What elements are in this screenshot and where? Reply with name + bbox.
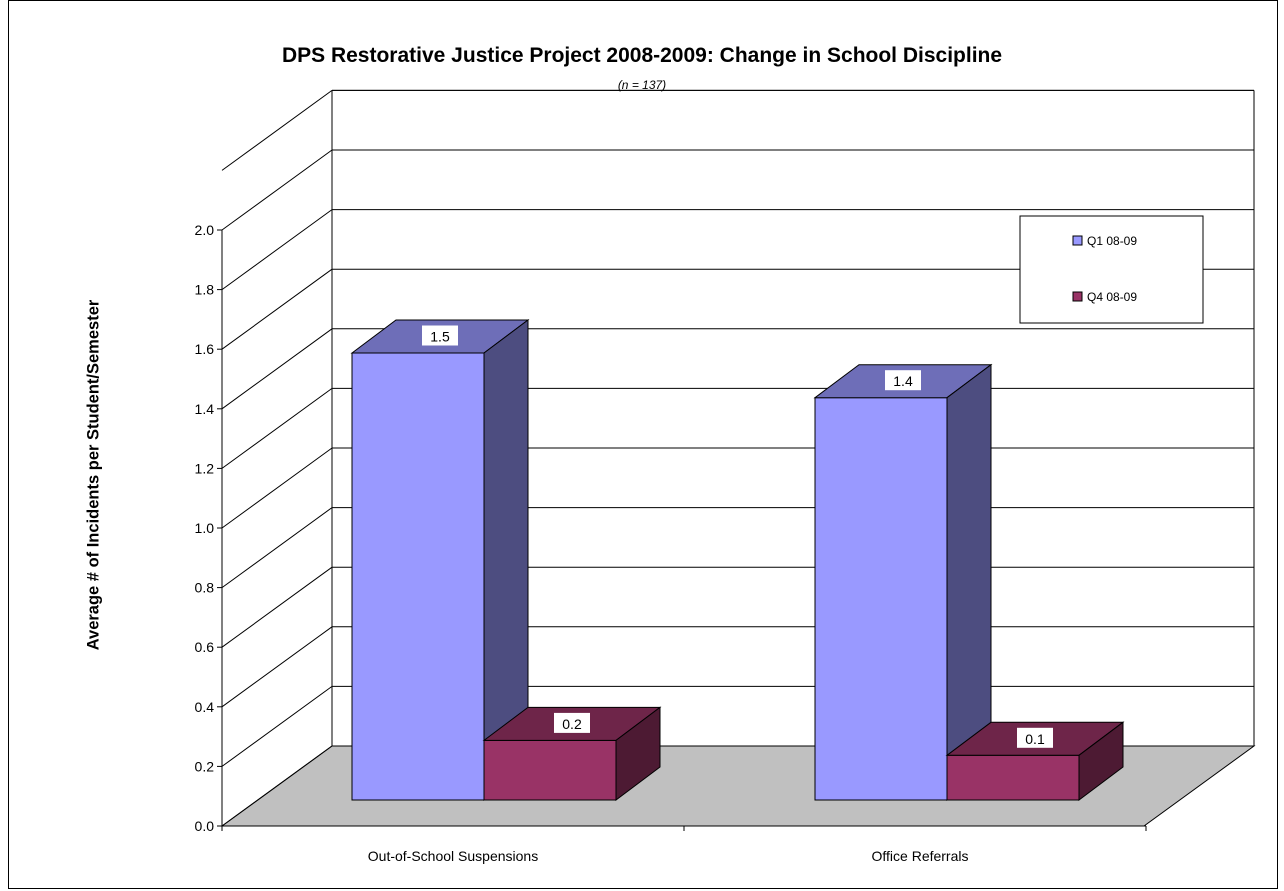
y-tick-label: 1.0 bbox=[195, 520, 215, 536]
legend-swatch bbox=[1072, 291, 1083, 302]
side-gridline bbox=[221, 745, 333, 827]
y-tick-label: 0.8 bbox=[195, 580, 215, 596]
legend-box bbox=[1019, 215, 1204, 324]
y-tick-label: 1.8 bbox=[195, 282, 215, 298]
data-label-box bbox=[422, 325, 458, 346]
side-gridline bbox=[221, 447, 333, 529]
side-gridline bbox=[221, 507, 333, 589]
bar-side bbox=[1078, 721, 1124, 801]
bar-front bbox=[814, 397, 948, 801]
bar-front bbox=[351, 352, 485, 801]
legend: Q1 08-09 Q4 08-09 bbox=[1019, 215, 1204, 324]
side-gridline bbox=[221, 328, 333, 410]
chart-title: DPS Restorative Justice Project 2008-200… bbox=[281, 44, 1003, 67]
y-tick-label: 1.4 bbox=[195, 401, 215, 417]
bar-front bbox=[946, 754, 1080, 801]
data-label: 0.2 bbox=[562, 716, 582, 732]
y-tick-label: 0.6 bbox=[195, 639, 215, 655]
side-gridline bbox=[221, 209, 333, 291]
y-tick-label: 0.4 bbox=[195, 699, 215, 715]
chart-subtitle: (n = 137) bbox=[617, 78, 667, 92]
side-gridline bbox=[221, 566, 333, 648]
bar-side bbox=[615, 706, 661, 801]
side-gridline bbox=[221, 685, 333, 767]
data-label: 1.4 bbox=[893, 373, 913, 389]
y-tick-label: 0.2 bbox=[195, 758, 215, 774]
side-gridline bbox=[221, 149, 333, 231]
data-label-box bbox=[885, 370, 921, 391]
legend-swatch bbox=[1072, 235, 1083, 246]
side-gridline bbox=[221, 387, 333, 469]
data-label-box bbox=[1017, 727, 1053, 748]
legend-label: Q1 08-09 bbox=[1087, 234, 1137, 248]
x-tick-label: Out-of-School Suspensions bbox=[368, 848, 538, 864]
y-tick-label: 1.6 bbox=[195, 341, 215, 357]
side-gridline bbox=[221, 626, 333, 708]
x-tick-label: Office Referrals bbox=[872, 848, 969, 864]
data-label: 0.1 bbox=[1025, 731, 1045, 747]
data-label: 1.5 bbox=[430, 329, 450, 345]
bar-front bbox=[483, 739, 617, 801]
legend-label: Q4 08-09 bbox=[1087, 290, 1137, 304]
y-tick-label: 2.0 bbox=[195, 222, 215, 238]
side-gridline bbox=[221, 268, 333, 350]
y-tick-label: 1.2 bbox=[195, 460, 215, 476]
side-wall-top-edge bbox=[221, 89, 333, 171]
data-label-box bbox=[554, 712, 590, 733]
y-tick-label: 0.0 bbox=[195, 818, 215, 834]
